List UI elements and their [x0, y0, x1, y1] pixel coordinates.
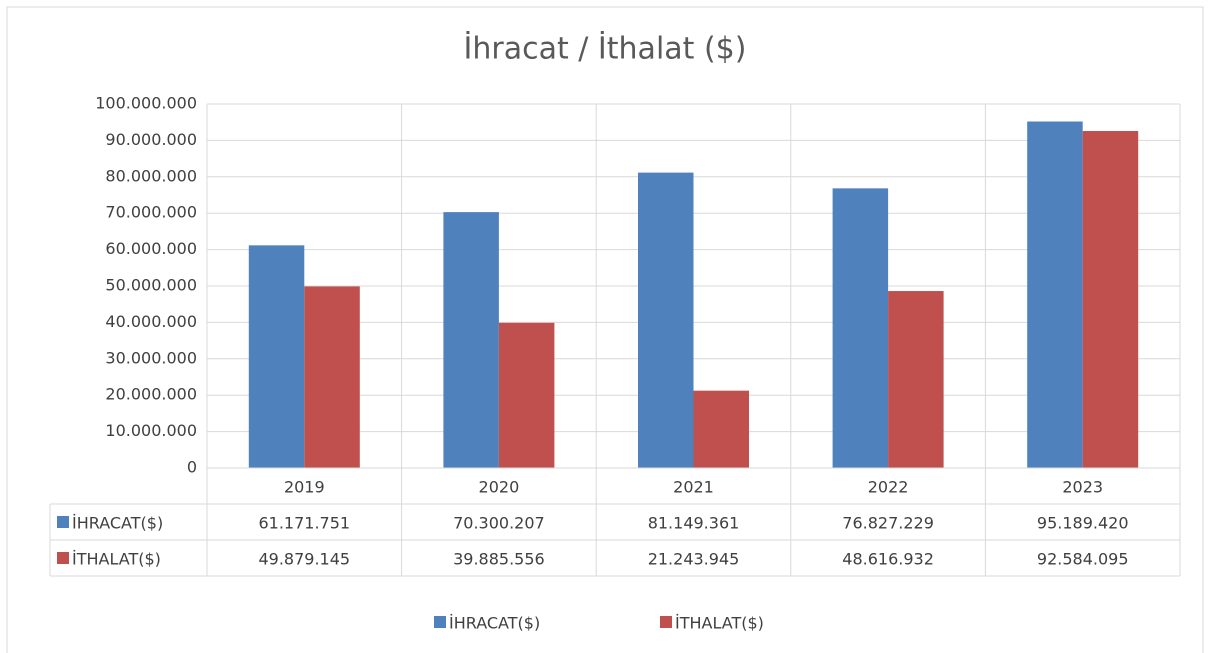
- table-value: 49.879.145: [258, 550, 350, 569]
- bar: [498, 322, 555, 468]
- table-legend-key: [57, 552, 69, 564]
- table-series-name: İTHALAT($): [72, 550, 161, 569]
- table-value: 92.584.095: [1037, 550, 1129, 569]
- y-tick-label: 40.000.000: [105, 312, 197, 331]
- bar: [1082, 130, 1139, 468]
- y-tick-label: 60.000.000: [105, 239, 197, 258]
- bar: [693, 390, 749, 468]
- bar: [304, 286, 360, 468]
- table-value: 48.616.932: [842, 550, 934, 569]
- y-tick-label: 10.000.000: [105, 421, 197, 440]
- y-tick-label: 80.000.000: [105, 166, 197, 185]
- bar: [888, 291, 944, 468]
- y-tick-label: 70.000.000: [105, 203, 197, 222]
- y-tick-label: 0: [187, 458, 197, 477]
- bar: [443, 212, 499, 468]
- legend-label: İHRACAT($): [449, 614, 540, 633]
- table-value: 76.827.229: [842, 514, 934, 533]
- x-tick-label: 2020: [479, 478, 520, 497]
- chart-border: [6, 6, 1204, 653]
- bar: [638, 172, 694, 468]
- x-tick-label: 2023: [1062, 478, 1103, 497]
- bar: [248, 245, 305, 468]
- chart-title: İhracat / İthalat ($): [464, 31, 747, 67]
- y-tick-label: 30.000.000: [105, 348, 197, 367]
- y-tick-label: 50.000.000: [105, 276, 197, 295]
- table-value: 81.149.361: [648, 514, 740, 533]
- table-series-name: İHRACAT($): [72, 514, 163, 533]
- table-value: 70.300.207: [453, 514, 545, 533]
- legend-label: İTHALAT($): [675, 614, 764, 633]
- table-value: 61.171.751: [258, 514, 350, 533]
- bar: [832, 188, 889, 469]
- y-tick-label: 90.000.000: [105, 130, 197, 149]
- x-tick-label: 2022: [868, 478, 909, 497]
- y-tick-label: 100.000.000: [95, 94, 197, 113]
- x-tick-label: 2019: [284, 478, 325, 497]
- legend-key: [434, 616, 446, 628]
- y-tick-label: 20.000.000: [105, 385, 197, 404]
- table-value: 95.189.420: [1037, 514, 1129, 533]
- bar: [1027, 121, 1083, 469]
- table-legend-key: [57, 516, 69, 528]
- table-value: 21.243.945: [648, 550, 740, 569]
- table-value: 39.885.556: [453, 550, 545, 569]
- legend-key: [660, 616, 672, 628]
- x-tick-label: 2021: [673, 478, 714, 497]
